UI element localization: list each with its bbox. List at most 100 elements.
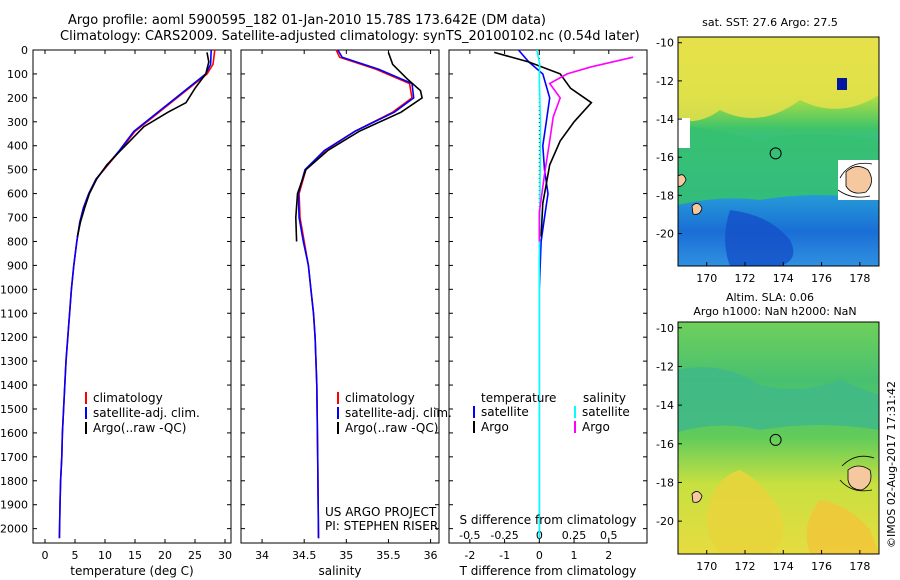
depth-tick-label: 2000 [0, 523, 28, 536]
x-tick-label: -1 [499, 549, 510, 562]
island-shape [691, 491, 703, 503]
x-tick-label: 0 [42, 549, 49, 562]
sst-green-band [678, 125, 879, 205]
map-x-tick-label: 178 [849, 560, 870, 573]
depth-tick-label: 800 [7, 235, 28, 248]
series-line-satellite-adj-clim- [58, 49, 212, 539]
x-tick-label: 34.5 [292, 549, 317, 562]
map-x-tick-label: 172 [735, 272, 756, 285]
legend-climatology-label: climatology [93, 391, 163, 405]
temperature-panel-frame [32, 49, 232, 544]
x-tick-label: 2 [605, 549, 612, 562]
no-data-patch [678, 118, 690, 148]
difference-legend: temperature salinity satellite Argo sate… [473, 391, 630, 434]
x-tick-label: 10 [98, 549, 112, 562]
map-y-tick-label: -12 [656, 360, 674, 373]
x-tick-label: 30 [218, 549, 232, 562]
x-tick-label: 25 [188, 549, 202, 562]
depth-tick-label: 1500 [0, 403, 28, 416]
imos-credit: ©IMOS 02-Aug-2017 17:31:42 [885, 381, 898, 548]
sla-map-title: Altim. SLA: 0.06 [726, 291, 814, 304]
coastline [839, 455, 875, 492]
island-shape [678, 174, 687, 187]
depth-tick-label: 1100 [0, 307, 28, 320]
sst-map-frame [677, 36, 880, 267]
map-x-tick-label: 172 [735, 560, 756, 573]
argo-float-marker [769, 147, 782, 160]
depth-tick-label: 1300 [0, 355, 28, 368]
sst-cold-patch [725, 210, 794, 266]
depth-tick-label: 700 [7, 212, 28, 225]
legend-header-temperature: temperature [481, 391, 556, 405]
series-line-satellite [536, 49, 542, 539]
difference-xlabel: T difference from climatology [459, 564, 637, 578]
legend-argo-label: Argo(..raw -QC) [93, 421, 186, 435]
x-tick-label: -2 [464, 549, 475, 562]
island-shape [845, 166, 872, 194]
map-x-tick-label: 178 [849, 272, 870, 285]
map-y-tick-label: -16 [656, 438, 674, 451]
depth-tick-label: 900 [7, 259, 28, 272]
sst-map-axes: 170 172 174 176 178 -10 -12 -14 -16 -18 -20 [656, 37, 870, 285]
series-line-argo [538, 56, 634, 242]
map-x-tick-label: 176 [811, 272, 832, 285]
map-y-tick-label: -10 [656, 37, 674, 50]
series-line-argo-raw-qc- [76, 52, 210, 237]
x2-tick-label: 0.5 [600, 529, 618, 542]
x-tick-label: 35.5 [376, 549, 401, 562]
argo-float-marker [769, 433, 782, 446]
temperature-legend: climatology satellite-adj. clim. Argo(..… [85, 391, 200, 435]
map-x-tick-label: 174 [773, 272, 794, 285]
depth-tick-label: 200 [7, 92, 28, 105]
legend-header-salinity: salinity [583, 391, 626, 405]
figure-title-line1: Argo profile: aoml 5900595_182 01-Jan-20… [68, 13, 546, 28]
map-x-tick-label: 176 [811, 560, 832, 573]
map-y-tick-label: -14 [656, 399, 674, 412]
map-y-tick-label: -20 [656, 228, 674, 241]
map-y-tick-label: -16 [656, 151, 674, 164]
depth-tick-label: 1800 [0, 475, 28, 488]
sla-map-frame [677, 321, 880, 555]
series-line-satellite [517, 49, 551, 539]
legend-s-argo-label: Argo [582, 420, 610, 434]
figure-title-line2: Climatology: CARS2009. Satellite-adjuste… [60, 29, 640, 44]
difference-plot: -2 -1 0 1 2-0.5 -0.25 0 0.25 0.5 [449, 49, 647, 562]
difference-panel-frame [448, 49, 648, 544]
depth-tick-label: 1600 [0, 427, 28, 440]
salinity-legend: climatology satellite-adj. clim. Argo(..… [325, 391, 452, 533]
depth-axis: 0 100 200 300 400 500 600 700 800 900 1000 1100 1200… [0, 44, 28, 536]
depth-tick-label: 1000 [0, 283, 28, 296]
pi-annotation: PI: STEPHEN RISER [325, 519, 438, 533]
sla-high-patch [806, 500, 879, 554]
series-line-argo [493, 51, 593, 237]
depth-tick-label: 600 [7, 188, 28, 201]
project-annotation: US ARGO PROJECT [325, 505, 437, 519]
x-tick-label: 5 [72, 549, 79, 562]
map-y-tick-label: -14 [656, 113, 674, 126]
sla-high-patch [706, 470, 784, 554]
series-line-satellite-adj-clim- [297, 49, 415, 539]
legend-s-satellite-label: satellite [582, 405, 630, 419]
x2-tick-label: -0.5 [459, 529, 480, 542]
island-shape [691, 203, 703, 215]
series-line-climatology [298, 49, 413, 539]
salinity-panel-frame [240, 49, 440, 544]
depth-tick-label: 100 [7, 68, 28, 81]
temperature-xlabel: temperature (deg C) [70, 564, 193, 578]
sla-low-patch [678, 367, 879, 432]
sla-map-subtitle: Argo h1000: NaN h2000: NaN [693, 305, 856, 318]
map-x-tick-label: 170 [696, 272, 717, 285]
map-y-tick-label: -18 [656, 189, 674, 202]
difference-x2label: S difference from climatology [460, 513, 637, 527]
x2-tick-label: -0.25 [490, 529, 518, 542]
sla-map: Altim. SLA: 0.06 Argo h1000: NaN h2000: … [656, 291, 880, 573]
island-shape [847, 465, 872, 491]
legend-argo-label: Argo(..raw -QC) [345, 421, 438, 435]
salinity-plot: 34 34.5 35 35.5 36 [241, 49, 439, 562]
map-y-tick-label: -18 [656, 476, 674, 489]
x-tick-label: 15 [128, 549, 142, 562]
legend-t-satellite-label: satellite [481, 405, 529, 419]
depth-tick-label: 1200 [0, 331, 28, 344]
legend-climatology-label: climatology [345, 391, 415, 405]
